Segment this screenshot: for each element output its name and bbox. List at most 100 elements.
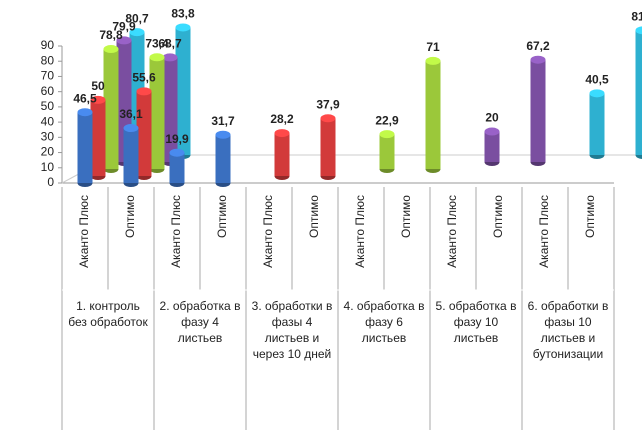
x-tick-label: Аканто Плюс	[537, 195, 551, 268]
value-label: 83,8	[171, 7, 195, 21]
bar-top	[175, 23, 191, 32]
value-label: 37,9	[316, 97, 340, 111]
x-tick-label: Оптимо	[491, 195, 505, 238]
bar-body	[274, 133, 290, 176]
bar-body	[589, 93, 605, 155]
y-tick-label: 70	[41, 69, 55, 83]
bar-top	[425, 56, 441, 65]
bar	[274, 129, 290, 180]
bar	[90, 95, 106, 180]
bar-top	[162, 53, 178, 62]
value-label: 81,9	[631, 10, 642, 24]
x-tick-label: Аканто Плюс	[261, 195, 275, 268]
bar-body	[123, 128, 139, 183]
bar-top	[320, 114, 336, 123]
y-tick-label: 40	[41, 114, 55, 128]
group-label: 1. контроль без обработок	[68, 299, 148, 329]
bar	[149, 53, 165, 173]
bar	[136, 87, 152, 180]
bar-top	[530, 55, 546, 64]
bar-top	[635, 26, 642, 35]
value-label: 40,5	[585, 73, 609, 87]
value-label: 20	[485, 111, 499, 125]
bar	[589, 89, 605, 159]
bar-top	[169, 148, 185, 157]
bar	[215, 130, 231, 187]
bar-top	[116, 36, 132, 45]
x-tick-label: Оптимо	[307, 195, 321, 238]
value-label: 68,7	[158, 37, 182, 51]
bar-body	[530, 59, 546, 162]
value-label: 28,2	[270, 112, 294, 126]
bar-top	[103, 45, 119, 54]
group-label: 5. обработка в фазу 10 листьев	[435, 299, 517, 345]
bar	[77, 108, 93, 187]
value-label: 31,7	[211, 114, 235, 128]
group-label: 4. обработка в фазу 6 листьев	[343, 299, 425, 345]
bar-top	[484, 127, 500, 136]
y-tick-label: 60	[41, 84, 55, 98]
bar	[123, 124, 139, 187]
group-label: 2. обработка в фазу 4 листьев	[159, 299, 241, 345]
bar-body	[320, 118, 336, 176]
bar-top	[274, 129, 290, 138]
value-label: 36,1	[119, 107, 143, 121]
value-label: 71	[426, 40, 440, 54]
y-tick-label: 10	[41, 160, 55, 174]
bar	[379, 130, 395, 173]
bar	[484, 127, 500, 166]
bar-body	[169, 152, 185, 183]
x-tick-label: Оптимо	[123, 195, 137, 238]
bar-top	[149, 53, 165, 62]
value-label: 22,9	[375, 113, 399, 127]
y-tick-label: 30	[41, 130, 55, 144]
bar-top	[90, 95, 106, 104]
value-label: 78,8	[99, 28, 123, 42]
y-tick-label: 80	[41, 53, 55, 67]
x-tick-label: Оптимо	[399, 195, 413, 238]
y-tick-label: 50	[41, 99, 55, 113]
x-tick-label: Аканто Плюс	[445, 195, 459, 268]
bar-body	[149, 57, 165, 169]
value-label: 73,4	[145, 36, 169, 50]
bar	[635, 26, 642, 159]
bar-top	[136, 87, 152, 96]
value-label: 19,9	[165, 132, 189, 146]
bar-body	[90, 99, 106, 176]
bar	[530, 55, 546, 166]
bar-body	[175, 27, 191, 156]
x-tick-label: Оптимо	[215, 195, 229, 238]
bar-body	[635, 30, 642, 155]
bar	[425, 56, 441, 173]
value-label: 80,7	[125, 11, 149, 25]
value-label: 67,2	[526, 39, 550, 53]
bar-body	[103, 49, 119, 169]
bar-body	[425, 60, 441, 169]
bar-body	[162, 57, 178, 162]
y-tick-label: 90	[41, 38, 55, 52]
bar-top	[123, 124, 139, 133]
group-label: 3. обработки в фазы 4 листьев и через 10…	[251, 299, 333, 361]
bar-body	[77, 112, 93, 183]
x-tick-label: Аканто Плюс	[169, 195, 183, 268]
y-tick-label: 0	[47, 175, 54, 189]
value-label: 55,6	[132, 71, 156, 85]
bar	[103, 45, 119, 173]
bar-body	[136, 91, 152, 176]
bar	[320, 114, 336, 180]
value-label: 46,5	[73, 91, 97, 105]
bar	[169, 148, 185, 187]
group-label: 6. обработки в фазы 10 листьев и бутониз…	[527, 299, 609, 361]
value-label: 50	[91, 79, 105, 93]
x-tick-label: Аканто Плюс	[353, 195, 367, 268]
bar-body	[215, 134, 231, 183]
bar-top	[589, 89, 605, 98]
bar-top	[77, 108, 93, 117]
bar-body	[379, 134, 395, 169]
bar-body	[484, 131, 500, 162]
bar-top	[379, 130, 395, 139]
y-tick-label: 20	[41, 145, 55, 159]
x-tick-label: Оптимо	[583, 195, 597, 238]
